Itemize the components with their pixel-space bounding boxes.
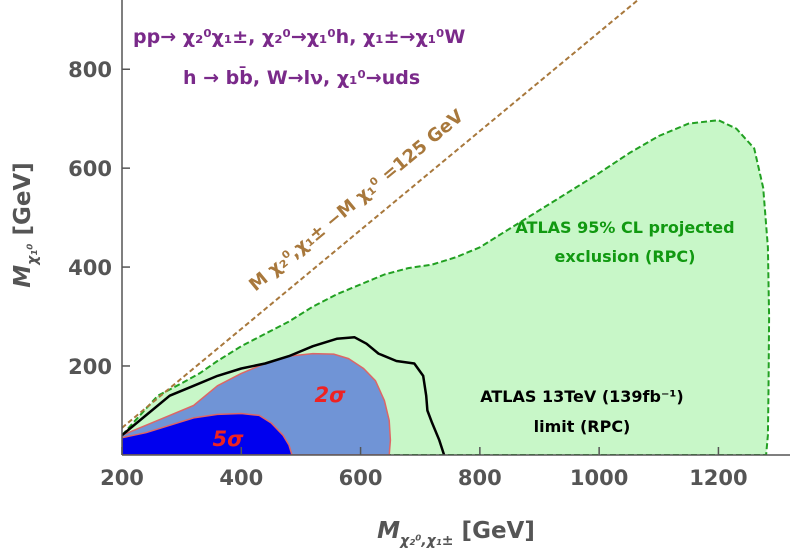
atlas-limit-label-line-1: ATLAS 13TeV (139fb⁻¹) [480,387,683,406]
y-axis-title: Mχ₁⁰ [GeV] [10,162,41,288]
lines-layer [122,0,640,455]
diagonal-line [122,0,640,429]
x-tick-label: 200 [100,466,144,490]
y-tick-label: 200 [68,355,112,379]
regions-layer [122,119,771,455]
y-tick-label: 600 [68,157,112,181]
axes-layer: 200 400 600 800 1000 1200 200 400 600 800 Mχ₂⁰,χ₁±… [10,0,790,549]
two-sigma-label: 2σ [315,383,347,407]
process-line-2: h → bb̄, W→lν, χ₁⁰→uds [183,66,420,89]
x-tick-label: 800 [458,466,502,490]
exclusion-label-line-1: ATLAS 95% CL projected [515,218,734,237]
y-tick-label: 800 [68,58,112,82]
atlas-limit-curve [122,336,446,455]
x-tick-label: 400 [219,466,263,490]
x-tick-label: 600 [339,466,383,490]
x-tick-label: 1000 [570,466,628,490]
exclusion-label-line-2: exclusion (RPC) [555,247,696,266]
x-tick-label: 1200 [689,466,747,490]
five-sigma-label: 5σ [213,427,245,451]
x-axis-title: Mχ₂⁰,χ₁± [GeV] [377,518,535,549]
atlas-limit-label-line-2: limit (RPC) [534,417,631,436]
process-line-1: pp→ χ₂⁰χ₁±, χ₂⁰→χ₁⁰h, χ₁±→χ₁⁰W [133,26,465,48]
y-tick-label: 400 [68,256,112,280]
region-5sigma [122,412,293,455]
